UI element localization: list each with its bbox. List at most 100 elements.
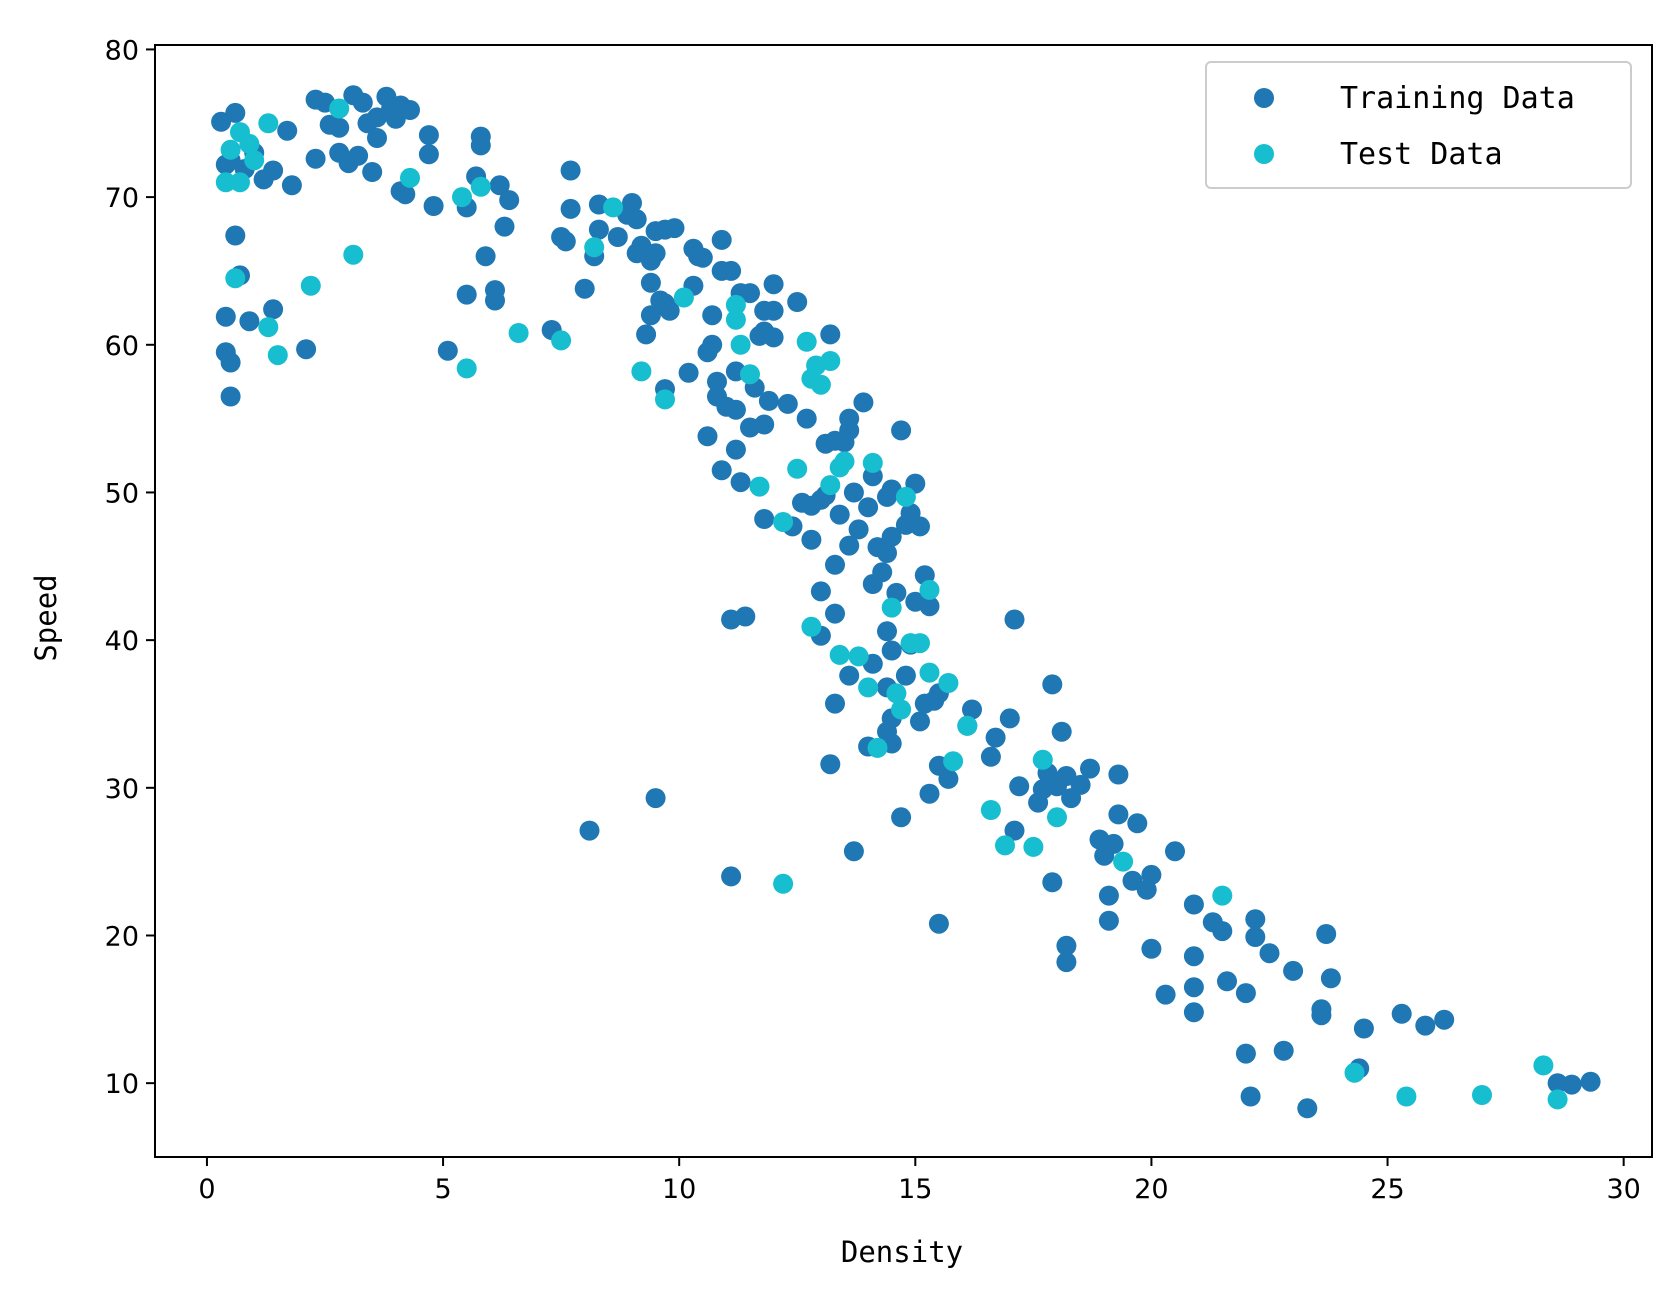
y-tick-label: 80 [105,35,139,66]
data-point [810,581,831,602]
data-point [220,352,241,373]
data-point [881,526,902,547]
data-point [230,172,250,193]
data-point [1047,807,1067,828]
data-point [1009,776,1030,797]
data-point [1183,946,1204,967]
legend-marker-test [1254,144,1274,164]
data-point [754,509,775,529]
x-axis-title: Density [841,1235,963,1269]
data-point [891,699,912,720]
series-test [215,98,1568,1110]
data-point [1259,943,1280,964]
data-point [220,386,241,407]
data-point [1103,833,1124,854]
data-point [749,476,770,497]
x-tick-label: 20 [1134,1174,1168,1205]
data-point [725,294,746,315]
x-tick-label: 15 [898,1174,932,1205]
data-point [881,597,902,618]
data-point [215,172,236,193]
data-point [329,117,350,138]
data-point [711,229,732,250]
data-point [367,128,387,148]
data-point [485,290,505,311]
data-point [1297,1098,1318,1119]
data-point [1245,927,1266,947]
data-point [508,323,529,343]
data-point [730,334,751,355]
data-point [796,408,817,429]
data-point [820,754,841,775]
data-point [1212,885,1233,906]
data-point [362,162,383,182]
data-point [348,145,369,166]
data-point [867,737,888,758]
legend-marker-training [1254,88,1274,108]
data-point [1183,894,1204,915]
data-point [829,644,850,665]
y-tick-label: 50 [105,478,139,509]
data-point [1070,774,1091,795]
data-point [645,788,666,809]
data-point [862,452,883,473]
data-point [910,711,930,732]
data-point [1042,674,1063,695]
data-point [1141,864,1162,885]
data-point [555,231,576,252]
data-point [820,324,841,345]
data-point [872,562,893,583]
data-point [787,458,808,479]
data-point [678,362,699,383]
data-point [640,305,661,326]
data-point [697,426,718,447]
data-point [551,330,572,351]
data-point [584,237,605,258]
data-point [1056,935,1077,956]
data-point [848,519,869,540]
data-point [725,399,746,420]
data-point [910,633,930,654]
data-point [843,841,864,862]
y-axis-title: Speed [29,574,63,661]
data-point [423,196,444,216]
data-point [1108,804,1129,825]
data-point [877,621,897,642]
data-point [1113,851,1134,872]
data-point [820,475,841,496]
data-point [1547,1089,1568,1110]
data-point [1235,983,1256,1004]
y-tick-label: 10 [105,1069,139,1100]
data-point [980,746,1001,767]
data-point [773,873,794,894]
data-point [919,662,940,683]
data-point [801,529,822,550]
data-point [1056,952,1077,973]
data-point [1353,1018,1374,1039]
data-point [456,284,477,305]
data-point [980,800,1001,820]
legend-label-test: Test Data [1340,137,1503,172]
data-point [725,309,746,330]
data-point [721,260,742,281]
data-point [1183,977,1204,998]
data-point [725,439,746,460]
data-point [673,287,694,308]
data-point [858,677,879,698]
x-tick-label: 25 [1370,1174,1404,1205]
data-point [1561,1074,1582,1095]
data-point [1273,1040,1294,1061]
data-point [300,275,321,296]
data-point [343,244,364,265]
data-point [881,640,902,661]
data-point [825,554,845,575]
ticks-layer: 0 5 10 15 20 25 30 10 20 30 40 50 60 70 80 [105,35,1641,1205]
data-point [1240,1086,1261,1107]
data-point [928,913,949,934]
data-point [796,331,817,352]
data-point [1032,749,1053,770]
data-point [763,300,784,321]
data-point [263,160,284,181]
data-point [437,340,458,361]
